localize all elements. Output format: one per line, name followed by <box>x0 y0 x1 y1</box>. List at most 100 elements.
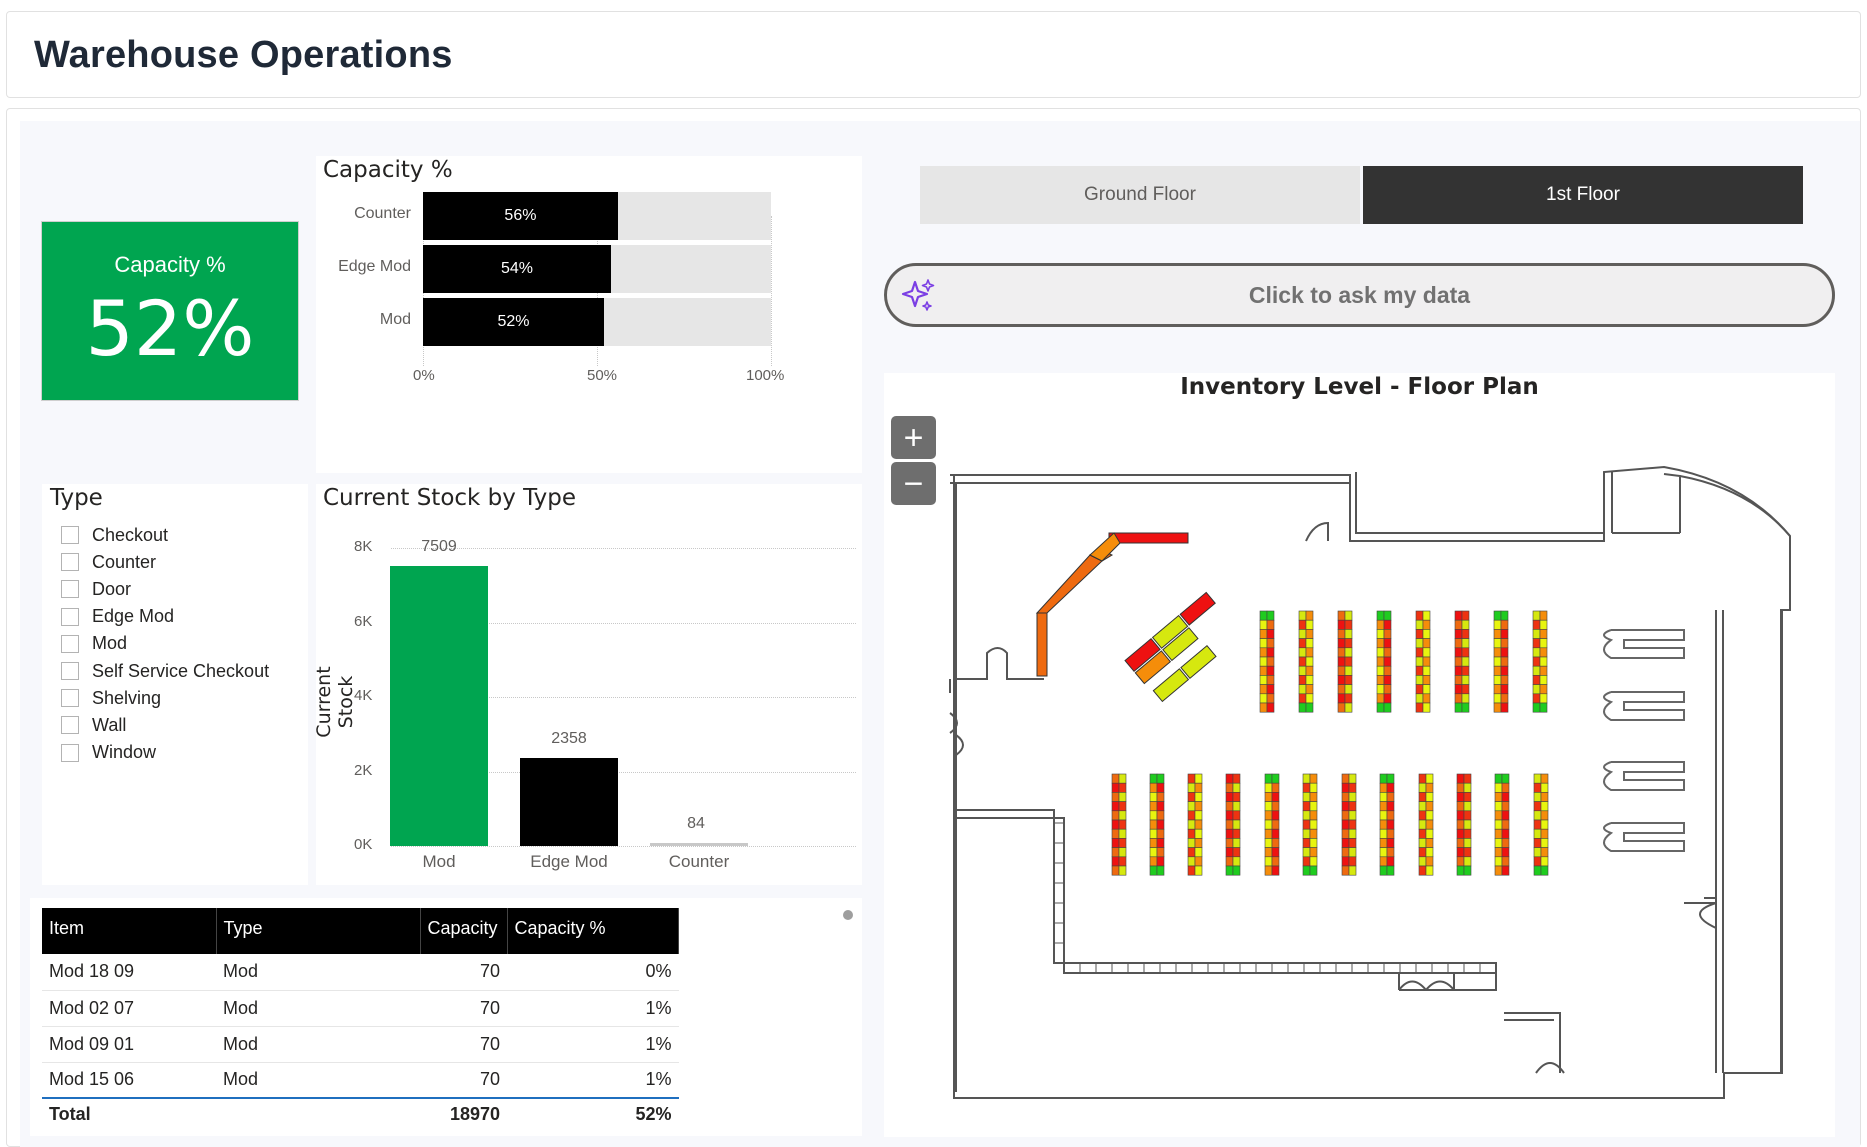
rack-cell[interactable] <box>1348 792 1357 802</box>
rack-cell[interactable] <box>1348 838 1357 848</box>
rack-cell[interactable] <box>1302 828 1311 839</box>
rack-cell[interactable] <box>1232 792 1241 802</box>
rack-cell[interactable] <box>1337 610 1346 621</box>
rack-cell[interactable] <box>1341 801 1350 812</box>
rack-cell[interactable] <box>1415 665 1424 676</box>
rack-cell[interactable] <box>1344 619 1353 630</box>
rack-cell[interactable] <box>1425 865 1434 876</box>
rack-cell[interactable] <box>1463 865 1472 876</box>
rack-cell[interactable] <box>1111 847 1120 858</box>
rack-cell[interactable] <box>1383 675 1392 685</box>
rack-cell[interactable] <box>1149 865 1158 876</box>
table-row[interactable]: Mod 02 07 Mod 70 1% <box>42 990 679 1027</box>
rack-cell[interactable] <box>1456 819 1465 830</box>
rack-cell[interactable] <box>1379 865 1388 876</box>
table-total-row[interactable]: Total 18970 52% <box>42 1097 679 1130</box>
rack-cell[interactable] <box>1454 647 1463 658</box>
rack-cell[interactable] <box>1500 619 1509 630</box>
rack-cell[interactable] <box>1422 610 1431 621</box>
rack-cell[interactable] <box>1461 675 1470 685</box>
rack-cell[interactable] <box>1425 801 1434 812</box>
rack-cell[interactable] <box>1194 810 1203 821</box>
rack-cell[interactable] <box>1149 773 1158 784</box>
checkbox-icon[interactable] <box>61 580 79 599</box>
rack-cell[interactable] <box>1111 773 1120 784</box>
slicer-item[interactable]: Mod <box>61 632 127 656</box>
rack-cell[interactable] <box>1232 847 1241 858</box>
rack-cell[interactable] <box>1187 828 1196 839</box>
rack-cell[interactable] <box>1376 693 1385 704</box>
rack-cell[interactable] <box>1309 801 1318 812</box>
rack-cell[interactable] <box>1225 773 1234 784</box>
rack-cell[interactable] <box>1156 856 1165 867</box>
rack-cell[interactable] <box>1493 665 1502 676</box>
rack-cell[interactable] <box>1533 801 1542 812</box>
rack-cell[interactable] <box>1415 656 1424 667</box>
rack-cell[interactable] <box>1341 828 1350 839</box>
rack-cell[interactable] <box>1461 656 1470 667</box>
rack-cell[interactable] <box>1187 819 1196 830</box>
rack-cell[interactable] <box>1539 638 1548 649</box>
rack-cell[interactable] <box>1271 819 1280 830</box>
rack-cell[interactable] <box>1187 838 1196 848</box>
rack-cell[interactable] <box>1266 610 1275 621</box>
rack-cell[interactable] <box>1118 801 1127 812</box>
rack-cell[interactable] <box>1302 773 1311 784</box>
rack-cell[interactable] <box>1341 847 1350 858</box>
rack-cell[interactable] <box>1425 847 1434 858</box>
rack-cell[interactable] <box>1348 856 1357 867</box>
rack-cell[interactable] <box>1194 856 1203 867</box>
rack-cell[interactable] <box>1341 810 1350 821</box>
rack-cell[interactable] <box>1539 629 1548 639</box>
rack-cell[interactable] <box>1302 838 1311 848</box>
rack-cell[interactable] <box>1422 702 1431 713</box>
rack-cell[interactable] <box>1500 693 1509 704</box>
rack-cell[interactable] <box>1305 638 1314 649</box>
rack-cell[interactable] <box>1415 675 1424 685</box>
rack-cell[interactable] <box>1383 702 1392 713</box>
rack-cell[interactable] <box>1454 684 1463 695</box>
rack-cell[interactable] <box>1266 629 1275 639</box>
rack-cell[interactable] <box>1341 865 1350 876</box>
rack-cell[interactable] <box>1344 629 1353 639</box>
rack-cell[interactable] <box>1232 819 1241 830</box>
rack-cell[interactable] <box>1118 810 1127 821</box>
rack-cell[interactable] <box>1532 656 1541 667</box>
rack-cell[interactable] <box>1533 810 1542 821</box>
rack-cell[interactable] <box>1156 782 1165 793</box>
rack-cell[interactable] <box>1461 693 1470 704</box>
rack-cell[interactable] <box>1493 702 1502 713</box>
rack-cell[interactable] <box>1302 856 1311 867</box>
slicer-item[interactable]: Door <box>61 577 131 601</box>
rack-cell[interactable] <box>1118 782 1127 793</box>
rack-cell[interactable] <box>1533 847 1542 858</box>
rack-cell[interactable] <box>1456 865 1465 876</box>
rack-cell[interactable] <box>1271 782 1280 793</box>
rack-cell[interactable] <box>1500 610 1509 621</box>
rack-cell[interactable] <box>1264 865 1273 876</box>
rack-cell[interactable] <box>1418 792 1427 802</box>
rack-cell[interactable] <box>1259 656 1268 667</box>
rack-cell[interactable] <box>1341 773 1350 784</box>
rack-cell[interactable] <box>1271 847 1280 858</box>
rack-cell[interactable] <box>1271 810 1280 821</box>
rack-cell[interactable] <box>1418 847 1427 858</box>
rack-cell[interactable] <box>1225 819 1234 830</box>
rack-cell[interactable] <box>1500 638 1509 649</box>
rack-cell[interactable] <box>1194 819 1203 830</box>
rack-cell[interactable] <box>1415 647 1424 658</box>
rack-cell[interactable] <box>1187 773 1196 784</box>
rack-cell[interactable] <box>1383 665 1392 676</box>
rack-cell[interactable] <box>1341 782 1350 793</box>
rack-cell[interactable] <box>1454 702 1463 713</box>
rack-cell[interactable] <box>1344 647 1353 658</box>
rack-cell[interactable] <box>1187 782 1196 793</box>
rack-cell[interactable] <box>1463 847 1472 858</box>
rack-cell[interactable] <box>1194 773 1203 784</box>
rack-cell[interactable] <box>1493 638 1502 649</box>
rack-cell[interactable] <box>1298 656 1307 667</box>
rack-cell[interactable] <box>1344 675 1353 685</box>
rack-cell[interactable] <box>1532 665 1541 676</box>
rack-cell[interactable] <box>1422 665 1431 676</box>
rack-cell[interactable] <box>1111 856 1120 867</box>
